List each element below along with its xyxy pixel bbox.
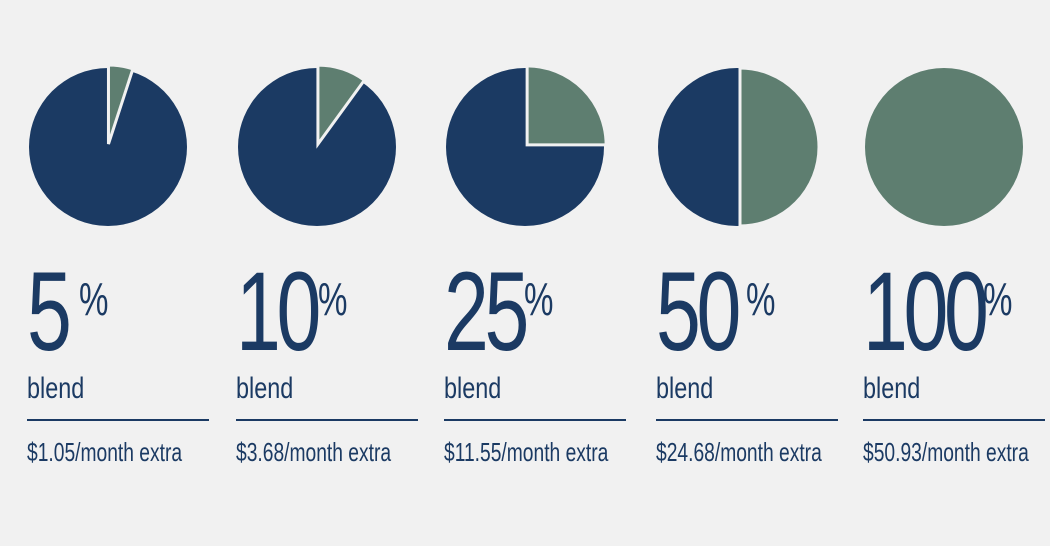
percent-sign-4: %	[983, 273, 1013, 325]
percent-sign-2: %	[524, 273, 554, 325]
percent-sign-0: %	[79, 273, 109, 325]
pie-column-0: 5% blend $1.05/month extra	[27, 0, 217, 546]
cost-label-2: $11.55/month extra	[444, 437, 609, 467]
percent-label-3: 50%	[656, 249, 775, 374]
divider-0	[27, 419, 209, 421]
pie-slice-blend-3	[738, 66, 821, 228]
pie-chart-3	[658, 66, 821, 228]
percent-value-2: 25	[444, 249, 529, 374]
divider-2	[444, 419, 626, 421]
percent-label-2: 25%	[444, 256, 557, 368]
percent-sign-3: %	[746, 273, 776, 325]
blend-label-1: blend	[236, 372, 294, 405]
pie-slice-blend-0	[106, 63, 135, 145]
cost-label-0: $1.05/month extra	[27, 437, 183, 467]
cost-label-1: $3.68/month extra	[236, 437, 392, 467]
pie-chart-2	[446, 64, 608, 226]
pie-slice-blend-4	[865, 68, 1023, 226]
cost-label-4: $50.93/month extra	[863, 437, 1029, 467]
percent-value-1: 10	[236, 249, 321, 374]
divider-4	[863, 419, 1045, 421]
blend-label-0: blend	[27, 372, 85, 405]
percent-value-4: 100	[863, 249, 989, 374]
pie-chart-1	[238, 63, 396, 226]
divider-1	[236, 419, 418, 421]
pie-column-1: 10% blend $3.68/month extra	[236, 0, 426, 546]
pie-slice-remainder-0	[29, 68, 187, 226]
percent-value-0: 5	[27, 249, 72, 374]
percent-sign-1: %	[318, 273, 348, 325]
blend-label-2: blend	[444, 372, 502, 405]
percent-label-1: 10%	[236, 256, 349, 368]
pie-slice-blend-1	[316, 63, 367, 149]
percent-value-3: 50	[656, 249, 741, 374]
pie-chart-0	[29, 63, 187, 226]
percent-label-4: 100%	[863, 256, 1032, 368]
divider-3	[656, 419, 838, 421]
blend-label-3: blend	[656, 372, 714, 405]
pie-chart-4	[865, 68, 1023, 226]
pie-column-4: 100% blend $50.93/month extra	[863, 0, 1050, 546]
blend-label-4: blend	[863, 372, 921, 405]
percent-label-0: 5%	[27, 249, 108, 374]
cost-label-3: $24.68/month extra	[656, 437, 822, 467]
pie-column-3: 50% blend $24.68/month extra	[656, 0, 846, 546]
pie-column-2: 25% blend $11.55/month extra	[444, 0, 634, 546]
pie-slice-blend-2	[525, 64, 608, 147]
